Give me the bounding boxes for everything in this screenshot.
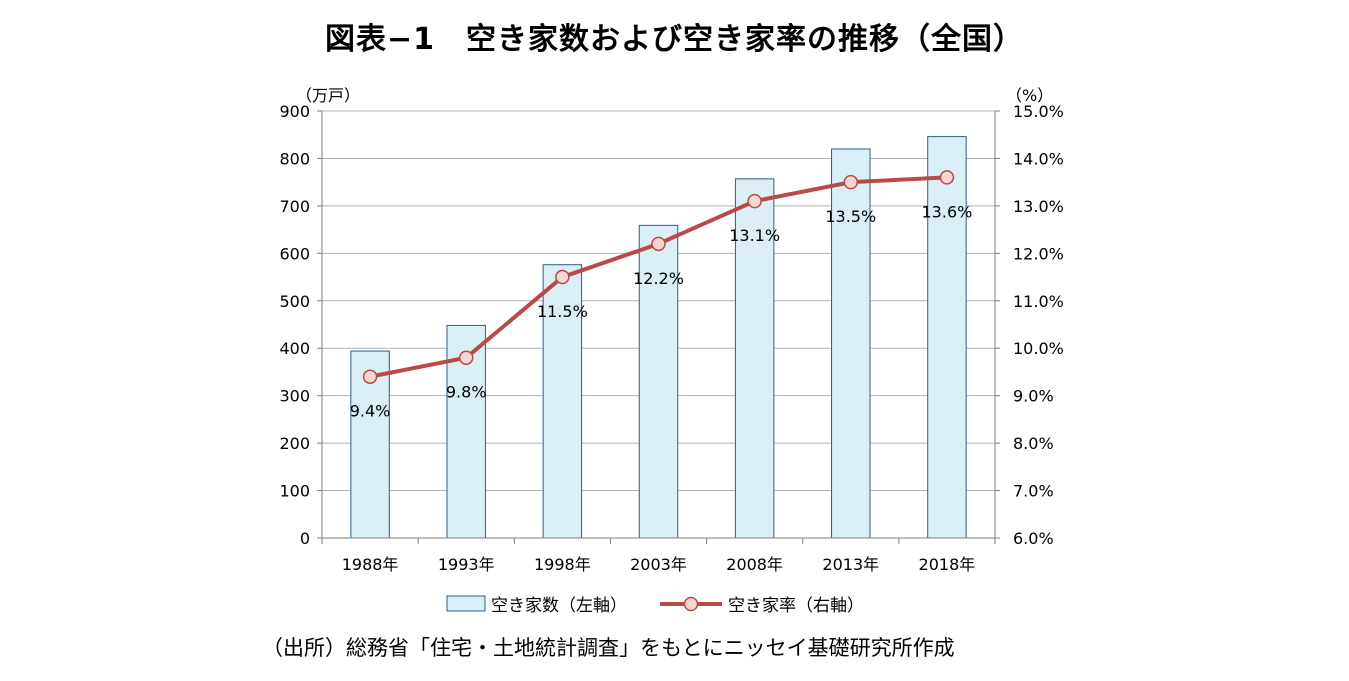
x-tick-label: 2013年 (822, 555, 879, 574)
right-tick-label: 13.0% (1013, 197, 1064, 216)
left-tick-label: 500 (279, 292, 310, 311)
bar (734, 178, 775, 539)
right-tick-label: 14.0% (1013, 149, 1064, 168)
legend-bar-label: 空き家数（左軸） (491, 596, 627, 616)
left-tick-label: 100 (279, 482, 310, 501)
rate-data-label: 11.5% (537, 302, 588, 321)
legend: 空き家数（左軸） 空き家率（右軸） (446, 595, 864, 616)
rate-marker (939, 170, 955, 185)
left-tick-label: 900 (279, 102, 310, 121)
rate-marker (555, 269, 570, 285)
x-tick-label: 2008年 (726, 555, 783, 574)
left-tick-label: 0 (300, 529, 310, 548)
x-tick-label: 1988年 (342, 555, 399, 574)
rate-data-label: 13.6% (922, 202, 973, 221)
right-axis-unit: （%） (1006, 86, 1054, 105)
x-tick-label: 1998年 (534, 555, 591, 574)
rate-marker (458, 350, 474, 365)
right-tick-label: 15.0% (1013, 102, 1064, 121)
labels: 9.4% 9.8% 11.5% 12.2% 13.1% 13.5% 13.6% (350, 202, 973, 420)
right-tick-label: 11.0% (1013, 292, 1064, 311)
right-tick-label: 7.0% (1013, 482, 1054, 501)
x-tick-label: 2018年 (919, 555, 976, 574)
bar (638, 224, 679, 539)
left-tick-label: 200 (279, 434, 310, 453)
right-tick-label: 10.0% (1013, 339, 1064, 358)
line-series (362, 170, 955, 384)
x-tick-label: 1993年 (438, 555, 495, 574)
bar (927, 136, 967, 539)
right-tick-label: 8.0% (1013, 434, 1054, 453)
bar (542, 264, 583, 539)
rate-data-label: 9.8% (446, 383, 487, 402)
right-tick-label: 6.0% (1013, 529, 1054, 548)
legend-bar-swatch (446, 595, 486, 612)
bar (831, 148, 871, 539)
rate-data-label: 13.5% (825, 207, 876, 226)
left-tick-label: 700 (279, 197, 310, 216)
x-tick-label: 2003年 (630, 555, 687, 574)
rate-marker (362, 369, 378, 384)
rate-marker (747, 193, 762, 209)
left-tick-label: 600 (279, 244, 310, 263)
left-tick-label: 800 (279, 149, 310, 168)
rate-marker (651, 236, 666, 252)
rate-data-label: 9.4% (350, 402, 391, 421)
left-tick-label: 400 (279, 339, 310, 358)
bar-series (350, 136, 967, 539)
legend-line-marker (683, 596, 699, 612)
chart-title: 図表−1 空き家数および空き家率の推移（全国） (324, 22, 1024, 57)
rate-data-label: 13.1% (729, 226, 780, 245)
rate-data-label: 12.2% (633, 269, 684, 288)
legend-line-label: 空き家率（右軸） (728, 596, 864, 616)
rate-marker (843, 174, 859, 190)
right-tick-label: 9.0% (1013, 387, 1054, 406)
left-axis-unit: （万戸） (296, 86, 361, 105)
source-note: （出所）総務省「住宅・土地統計調査」をもとにニッセイ基礎研究所作成 (262, 636, 955, 660)
left-tick-label: 300 (279, 387, 310, 406)
right-tick-label: 12.0% (1013, 244, 1064, 263)
axes: 0 100 200 300 400 500 600 700 800 900 6.0% 7.0% 8.0%… (279, 102, 1063, 574)
